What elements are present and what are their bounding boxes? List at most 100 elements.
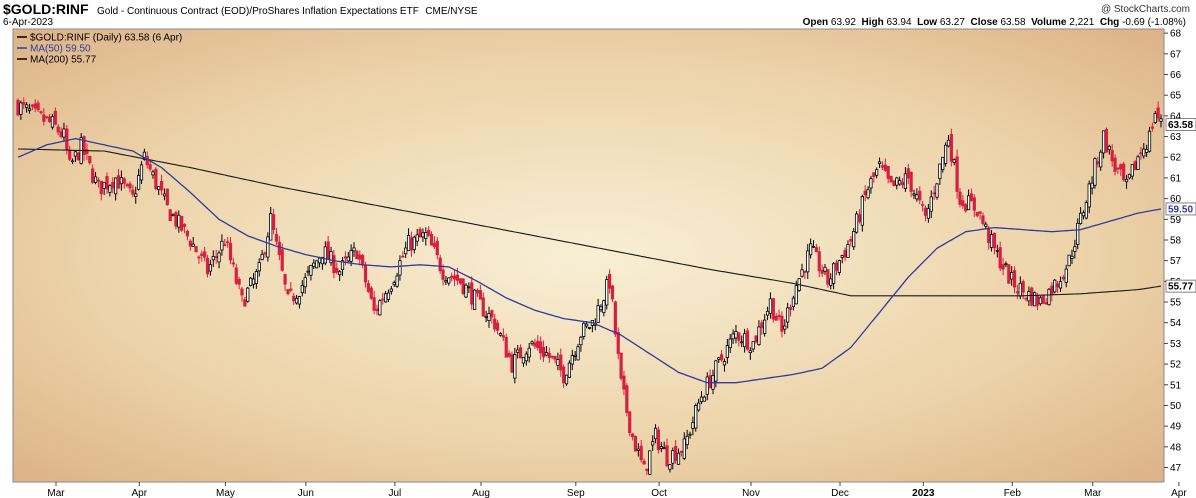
candle-body [182, 223, 187, 227]
candle [832, 262, 836, 290]
candle [668, 464, 672, 473]
candle [1090, 176, 1094, 195]
candle-body [401, 255, 405, 258]
candle [59, 127, 63, 139]
candle [240, 286, 244, 302]
candle [688, 431, 692, 439]
low-label: Low [917, 17, 938, 28]
candle [458, 278, 462, 286]
candle [513, 347, 517, 384]
candle-body [929, 196, 933, 212]
candle [25, 102, 29, 113]
candle [1133, 159, 1137, 171]
candle-body [639, 445, 643, 461]
candle-body [599, 306, 603, 311]
candle-body [142, 151, 146, 160]
candle-body [1119, 164, 1123, 170]
ma50-flag-text: 59.50 [1168, 204, 1193, 215]
candle [1124, 174, 1129, 189]
candle [1145, 144, 1149, 158]
candle-body [765, 310, 770, 316]
candle-body [1024, 297, 1028, 300]
candle-body [62, 128, 66, 138]
candle [504, 333, 508, 358]
candle-body [263, 252, 267, 255]
candle-body [1136, 156, 1140, 170]
candle-body [294, 297, 299, 304]
candle [932, 185, 936, 200]
candle [180, 215, 184, 232]
candle-body [91, 168, 95, 183]
candle-body [1001, 264, 1005, 270]
candle-body [177, 214, 181, 228]
candle [682, 432, 686, 461]
candle-body [742, 333, 747, 348]
candle [22, 97, 26, 109]
candle [768, 292, 773, 319]
candle-body [946, 139, 951, 147]
candle-body [223, 244, 227, 246]
candle-body [1010, 272, 1014, 280]
candle-body [1096, 161, 1100, 165]
candle-body [271, 214, 276, 230]
candle-body [763, 319, 767, 334]
candle [1061, 275, 1065, 281]
candle [794, 280, 798, 305]
candle-body [898, 180, 902, 185]
candle [461, 278, 465, 296]
candle-body [915, 194, 919, 200]
close-value: 63.58 [1000, 17, 1026, 28]
x-tick-label: Mar [1084, 488, 1102, 498]
candle-body [1116, 167, 1120, 170]
candle-body [473, 289, 477, 310]
candle-body [1124, 179, 1129, 183]
candle [527, 342, 531, 363]
candle [539, 336, 543, 360]
candle [760, 319, 764, 335]
ma50-line [17, 137, 1162, 384]
candle-body [823, 266, 827, 272]
candle-body [200, 253, 204, 256]
candle [900, 178, 905, 189]
candle-body [332, 255, 336, 274]
candle [754, 335, 758, 344]
candle [1044, 298, 1048, 306]
candle-body [375, 308, 379, 312]
candle-body [806, 250, 810, 273]
candle [1024, 297, 1028, 302]
candle [740, 335, 744, 348]
candle-body [266, 236, 270, 258]
candle [966, 189, 971, 211]
candle-body [383, 293, 388, 303]
candle-body [886, 166, 890, 179]
candle [404, 241, 408, 258]
candle [895, 176, 899, 190]
candle-body [613, 301, 617, 335]
x-axis: Mar Apr May Jun Jul Aug Sep Oct Nov Dec 2023 Feb Mar… [47, 482, 1187, 498]
candle-body [76, 152, 80, 161]
candle-body [1047, 288, 1051, 306]
candle [111, 177, 115, 194]
candle [734, 325, 738, 344]
candle [952, 158, 956, 166]
candle-body [257, 262, 261, 272]
candle [447, 277, 451, 286]
candle-body [214, 256, 218, 258]
candle-body [47, 116, 52, 123]
candle-body [665, 445, 669, 467]
candle [791, 295, 796, 311]
candle [553, 355, 557, 364]
candle-body [452, 275, 457, 280]
candle-body [849, 239, 853, 242]
candle-body [27, 108, 32, 111]
candle-body [455, 274, 459, 281]
candle [547, 347, 551, 363]
y-tick-label: 50 [1170, 401, 1182, 412]
candle [429, 231, 434, 246]
candle-body [553, 355, 557, 360]
ma50-flag: 59.50 [1165, 202, 1196, 215]
candle [409, 231, 414, 257]
candle-body [99, 180, 103, 195]
candle [975, 211, 979, 218]
candle [432, 236, 437, 249]
